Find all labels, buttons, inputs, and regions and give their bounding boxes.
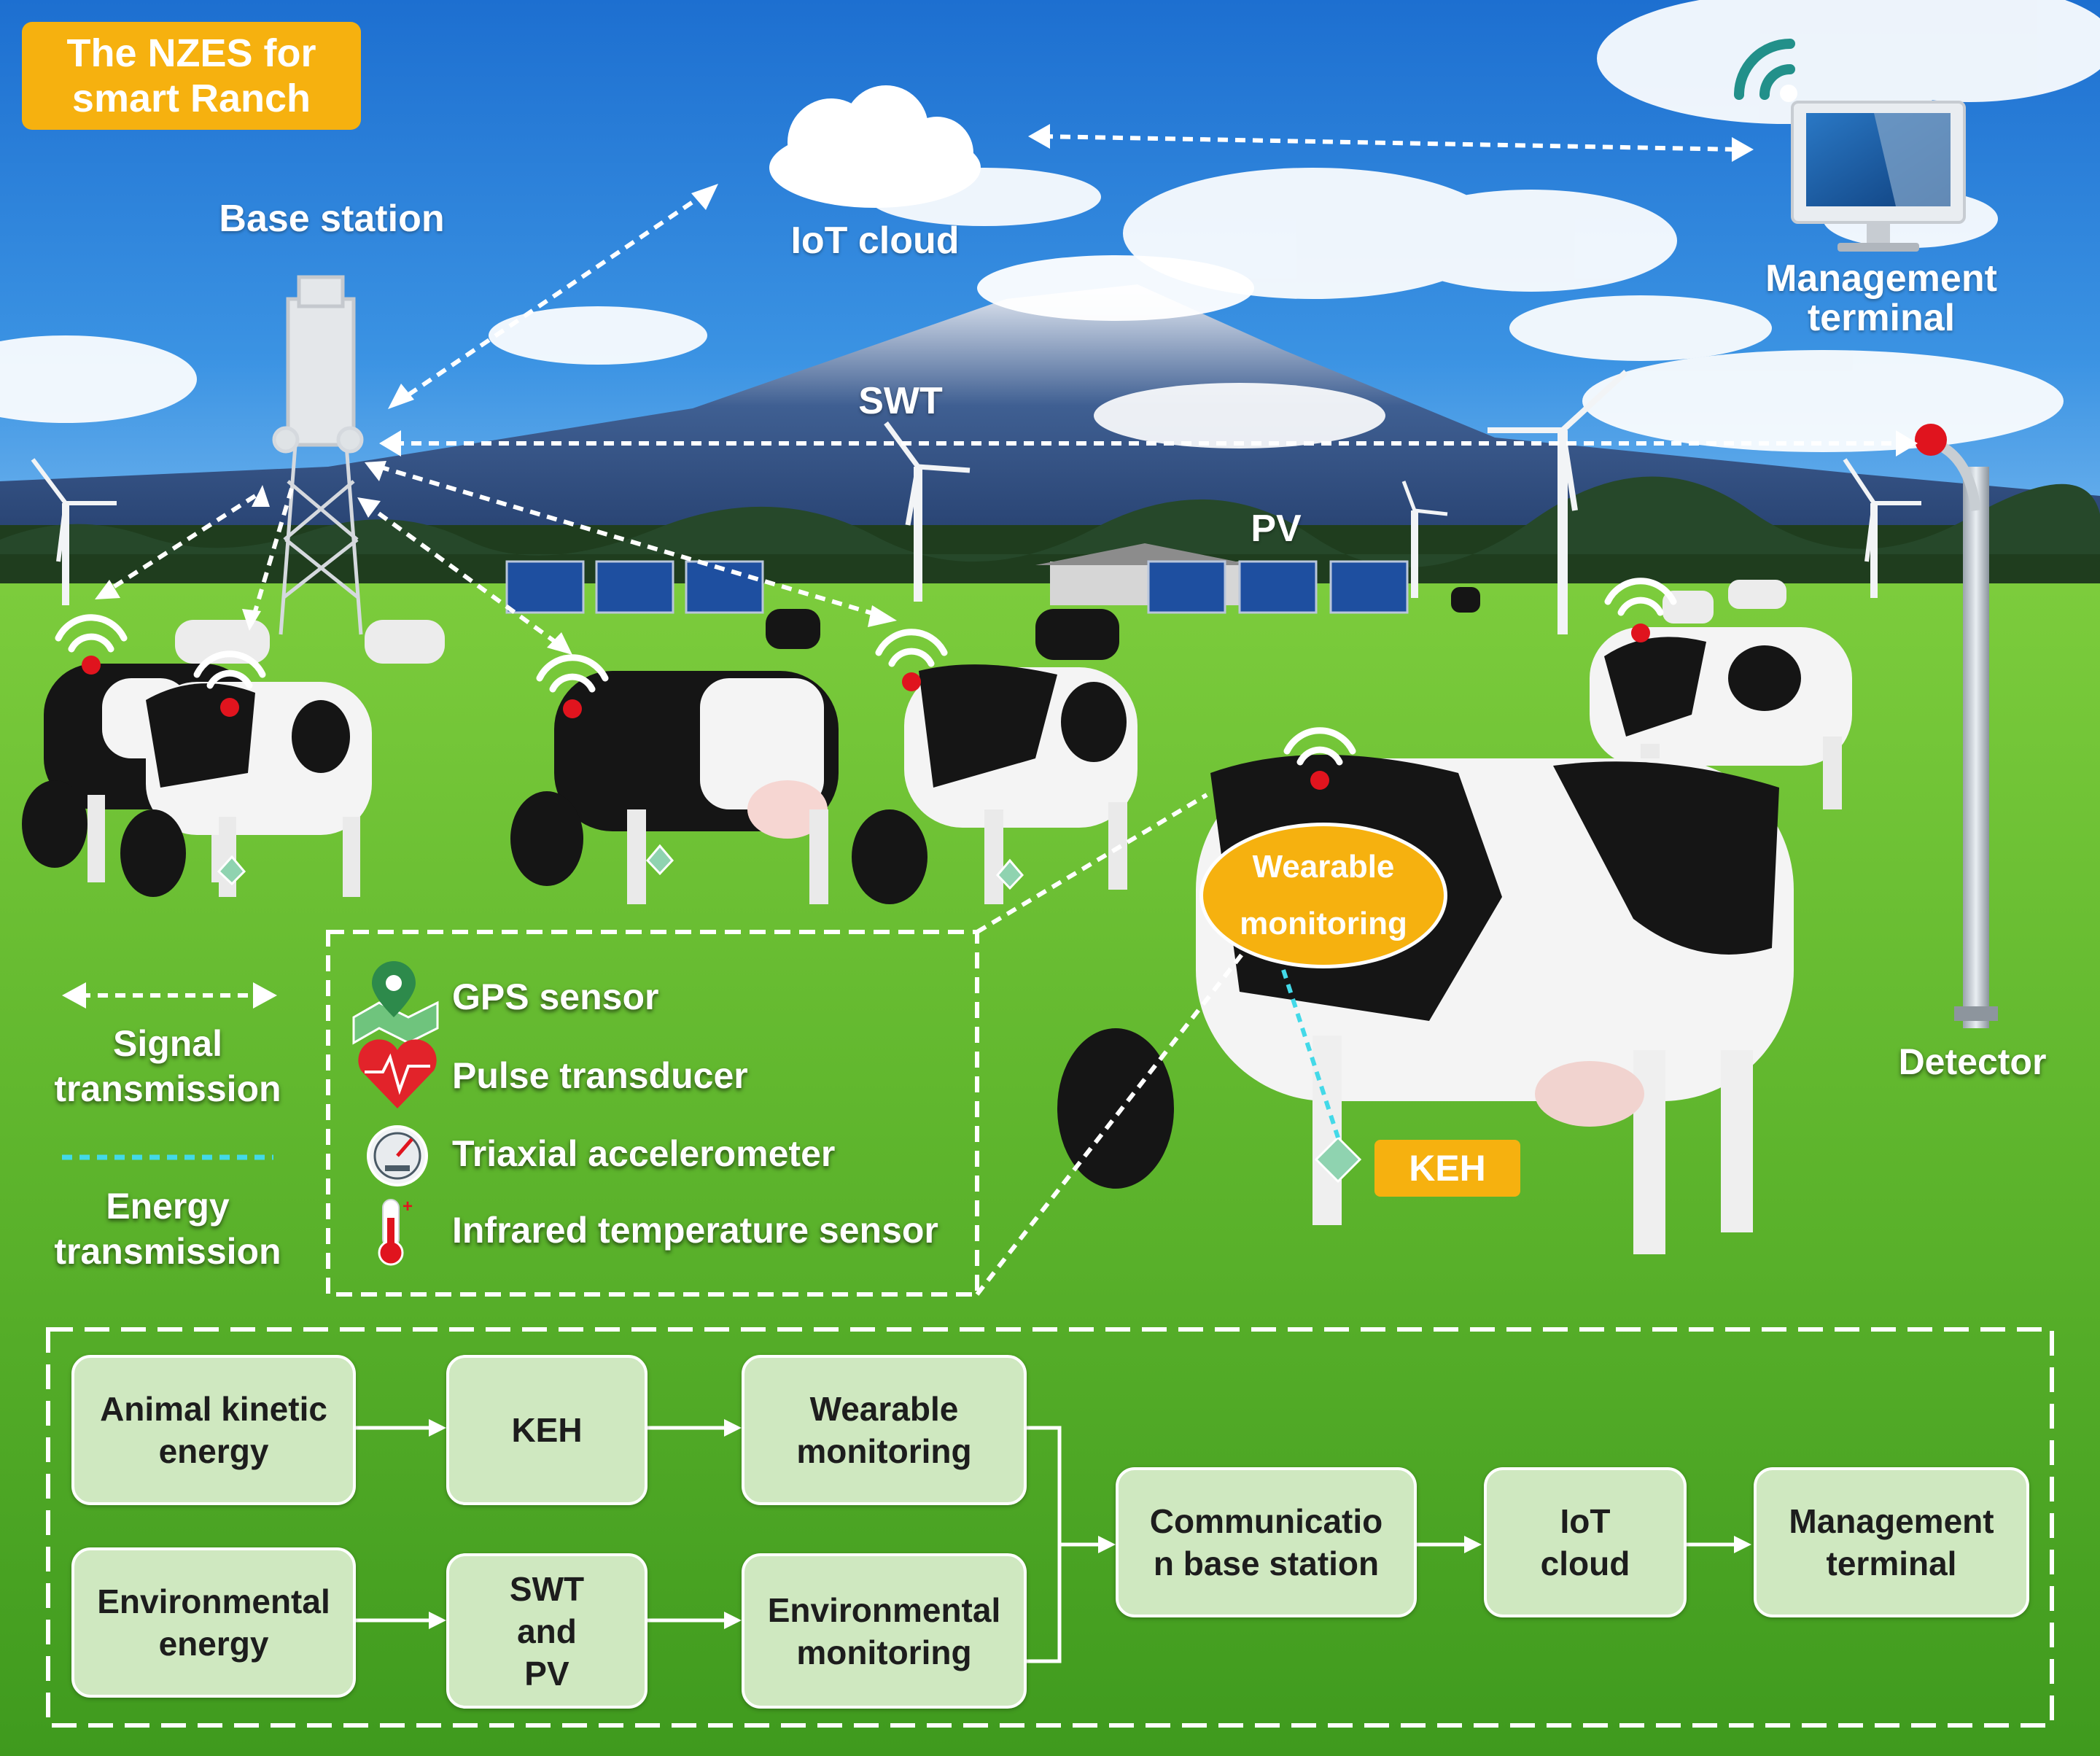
- legend-energy-label: Energy transmission: [54, 1186, 281, 1272]
- wifi-dot: [1780, 85, 1797, 102]
- management-terminal-label: Management terminal: [1765, 257, 1997, 339]
- base-station-label: Base station: [219, 198, 445, 240]
- sensor-label-temperature: Infrared temperature sensor: [452, 1210, 938, 1251]
- detector-label: Detector: [1898, 1041, 2047, 1082]
- legend-signal-arrow: [62, 982, 277, 1009]
- keh-devices: [217, 844, 1362, 1184]
- flow-arrows: [354, 1419, 1751, 1663]
- flow-box-animal-kinetic-energy: Animal kinetic energy: [71, 1355, 356, 1505]
- pv-label: PV: [1251, 508, 1302, 550]
- detector-pole: [1915, 424, 1998, 1028]
- flow-box-wearable-monitoring: Wearable monitoring: [742, 1355, 1027, 1505]
- svg-text:+: +: [402, 1197, 413, 1216]
- flow-box-communication-base-station: Communicatio n base station: [1116, 1467, 1417, 1617]
- pv-panels: [505, 560, 1409, 614]
- swt-label: SWT: [858, 380, 943, 422]
- flowchart-frame: [46, 1327, 2054, 1728]
- signal-arrowheads: [95, 124, 1918, 655]
- cow-sensor-dots: [82, 623, 1650, 790]
- flow-box-management-terminal: Management terminal: [1754, 1467, 2029, 1617]
- iot-cloud-icon: [769, 85, 981, 208]
- legend-signal-label: Signal transmission: [54, 1023, 281, 1109]
- flow-box-iot-cloud: IoT cloud: [1484, 1467, 1687, 1617]
- gps-map-icon: [352, 961, 439, 1045]
- thermometer-icon: +: [378, 1197, 413, 1266]
- iot-cloud-label: IoT cloud: [790, 219, 960, 262]
- flow-box-environmental-monitoring: Environmental monitoring: [742, 1553, 1027, 1709]
- sensor-panel-frame: [326, 930, 979, 1297]
- mountain: [0, 284, 2100, 554]
- monitor-icon: [1791, 101, 1966, 252]
- sensor-label-accelerometer: Triaxial accelerometer: [452, 1133, 836, 1174]
- wearable-monitoring-callout: Wearable monitoring: [1199, 823, 1447, 968]
- sensor-label-gps: GPS sensor: [452, 976, 659, 1017]
- sensor-label-pulse: Pulse transducer: [452, 1055, 748, 1096]
- heart-pulse-icon: [358, 1039, 437, 1108]
- diagram-title-badge: The NZES for smart Ranch: [22, 22, 361, 130]
- flow-box-environmental-energy: Environmental energy: [71, 1547, 356, 1698]
- keh-badge: KEH: [1374, 1140, 1520, 1197]
- base-station-tower: [272, 275, 364, 635]
- flow-box-swt-and-pv: SWT and PV: [446, 1553, 648, 1709]
- signal-arrows: [101, 134, 1903, 651]
- gauge-icon: [367, 1125, 428, 1186]
- cow-wifi-signals: [55, 578, 1677, 766]
- wind-turbines: [31, 370, 1921, 634]
- flow-box-keh: KEH: [446, 1355, 648, 1505]
- wifi-icon: [1734, 39, 1795, 100]
- callout-connectors: [975, 793, 1249, 1296]
